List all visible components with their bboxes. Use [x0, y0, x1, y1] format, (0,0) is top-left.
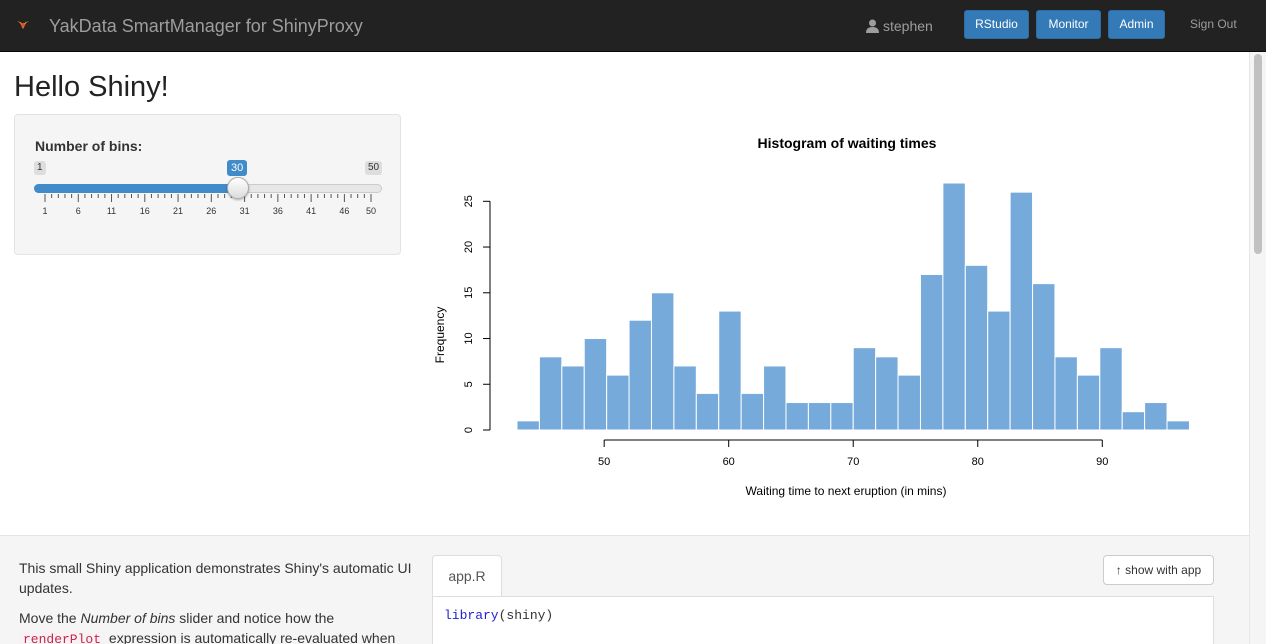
x-tick-label: 50: [598, 456, 610, 468]
y-tick-label: 20: [463, 241, 475, 253]
user-name: stephen: [883, 18, 933, 34]
x-tick-label: 70: [847, 456, 859, 468]
histogram-bar: [606, 374, 630, 431]
navbar: YakData SmartManager for ShinyProxy step…: [0, 0, 1266, 52]
histogram-bar: [875, 356, 899, 431]
slider-tick-label: 26: [206, 206, 217, 216]
up-arrow-icon: ↑: [1115, 563, 1122, 577]
user-icon: [866, 19, 879, 33]
x-tick-label: 90: [1096, 456, 1108, 468]
histogram-bar: [942, 182, 966, 431]
histogram-bar: [785, 402, 809, 431]
slider-ticks: [44, 194, 372, 202]
x-tick-label: 80: [972, 456, 984, 468]
y-axis-label: Frequency: [433, 307, 447, 364]
histogram-bar: [987, 310, 1011, 431]
slider-tick-label: 1: [42, 206, 48, 216]
slider-tick-label: 16: [139, 206, 150, 216]
x-tick-label: 60: [723, 456, 735, 468]
histogram-bar: [1032, 283, 1056, 431]
slider-tick-label: 31: [239, 206, 250, 216]
code-function: library: [444, 608, 499, 623]
page-scrollbar[interactable]: [1249, 52, 1266, 644]
y-tick-label: 15: [463, 287, 475, 299]
desc-prefix: Move the: [19, 610, 81, 626]
histogram-bar: [695, 392, 720, 431]
histogram-bar: [1076, 374, 1101, 431]
show-with-app-button[interactable]: ↑ show with app: [1103, 555, 1214, 585]
render-plot-code: renderPlot: [19, 631, 106, 644]
histogram-bar: [1121, 411, 1146, 431]
yak-logo-icon[interactable]: [16, 18, 30, 32]
axes: 50 60 70 80 90 0 5 10 15 20 25: [463, 195, 1108, 468]
code-pane: library(shiny): [432, 596, 1214, 644]
desc-middle: slider and notice how the: [175, 610, 335, 626]
scrollbar-thumb[interactable]: [1254, 54, 1262, 254]
histogram-bar: [1009, 191, 1034, 431]
sign-out-link[interactable]: Sign Out: [1190, 17, 1237, 31]
histogram-bar: [583, 338, 608, 431]
slider-min-label: 1: [34, 161, 46, 175]
histogram-bar: [852, 347, 877, 431]
histogram-bars: [516, 182, 1190, 431]
histogram-bar: [830, 402, 854, 431]
code-args: (shiny): [498, 608, 554, 623]
histogram-bar: [807, 402, 832, 431]
histogram-bar: [1099, 347, 1123, 431]
histogram-plot: Histogram of waiting times Waiting time …: [433, 135, 1190, 498]
y-tick-label: 0: [463, 427, 475, 433]
bins-label: Number of bins:: [35, 138, 143, 154]
histogram-bar: [718, 310, 742, 431]
desc-suffix: expression is automatically re-evaluated…: [105, 630, 396, 644]
description-paragraph-1: This small Shiny application demonstrate…: [19, 560, 412, 596]
slider-handle[interactable]: [227, 177, 249, 199]
histogram-bar: [919, 273, 944, 431]
bottom-panel: This small Shiny application demonstrate…: [0, 535, 1249, 644]
slider-fill: [34, 184, 238, 193]
y-tick-label: 25: [463, 195, 475, 207]
page-title: Hello Shiny!: [14, 71, 169, 103]
histogram-bar: [1054, 356, 1078, 431]
user-menu[interactable]: stephen: [866, 18, 933, 34]
slider-max-label: 50: [365, 161, 383, 175]
slider-tick-label: 46: [339, 206, 350, 216]
admin-button[interactable]: Admin: [1108, 10, 1165, 39]
histogram-bar: [628, 319, 652, 431]
desc-emphasis: Number of bins: [80, 610, 176, 626]
histogram-bar: [763, 365, 787, 431]
histogram-bar: [673, 365, 697, 431]
y-tick-label: 5: [463, 381, 475, 387]
slider-tick-label: 11: [106, 206, 117, 216]
chart-title: Histogram of waiting times: [758, 135, 937, 151]
x-axis-label: Waiting time to next eruption (in mins): [746, 484, 947, 498]
tab-app-r[interactable]: app.R: [432, 555, 502, 597]
slider-tick-label: 41: [306, 206, 317, 216]
histogram-bar: [964, 264, 989, 431]
histogram-bar: [897, 374, 921, 431]
rstudio-button[interactable]: RStudio: [964, 10, 1029, 39]
histogram-bar: [1166, 420, 1190, 431]
slider-tick-label: 6: [75, 206, 81, 216]
sidebar-panel: Number of bins: 1 30 50 1 6 11 16 21 26 31 36 41…: [14, 114, 401, 255]
slider-tick-label: 36: [272, 206, 283, 216]
y-tick-label: 10: [463, 332, 475, 344]
code-line: library(shiny): [444, 608, 553, 623]
histogram-bar: [740, 392, 765, 431]
show-with-app-label: show with app: [1125, 563, 1202, 577]
slider-tick-label: 50: [365, 206, 377, 216]
histogram-bar: [538, 356, 563, 431]
histogram-bar: [650, 292, 675, 431]
brand-title[interactable]: YakData SmartManager for ShinyProxy: [49, 16, 363, 36]
histogram-bar: [1144, 402, 1168, 431]
histogram-bar: [516, 420, 540, 431]
monitor-button[interactable]: Monitor: [1036, 10, 1101, 39]
description-paragraph-2: Move the Number of bins slider and notic…: [19, 608, 419, 644]
slider-tick-label: 21: [173, 206, 184, 216]
histogram-bar: [561, 365, 585, 431]
slider-value-label: 30: [227, 160, 248, 176]
